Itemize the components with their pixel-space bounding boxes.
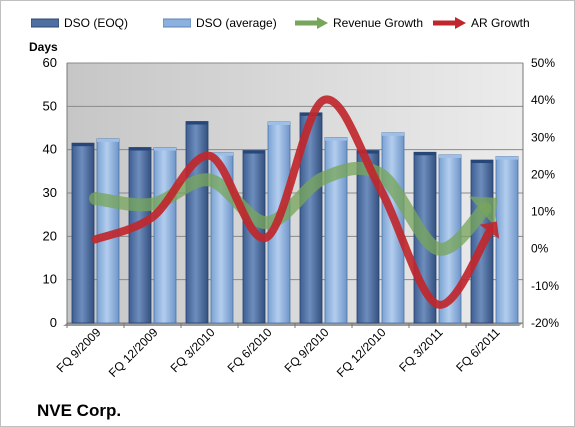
legend-label-dso-average: DSO (average) — [196, 16, 277, 30]
x-tick-label: FQ 6/2011 — [453, 325, 503, 375]
x-tick-label: FQ 3/2011 — [396, 325, 446, 375]
legend-label-revenue-growth: Revenue Growth — [333, 16, 424, 30]
legend-swatch-dso-eoq — [31, 18, 59, 28]
bar-cap — [129, 147, 151, 151]
legend-label-dso-eoq: DSO (EOQ) — [64, 16, 129, 30]
bar-cap — [211, 152, 233, 156]
y-tick-label-left: 60 — [43, 55, 57, 70]
y-tick-label-left: 0 — [50, 315, 57, 330]
legend-arrow-revenue-growth — [295, 17, 328, 29]
series-line-ar-growth — [91, 95, 495, 309]
bar-cap — [325, 137, 347, 141]
y-tick-label-right: -20% — [531, 316, 559, 330]
bar-cap — [439, 154, 461, 158]
x-tick-label: FQ 6/2010 — [225, 325, 275, 375]
bar-dso-eoq — [71, 142, 95, 324]
y-tick-label-right: -10% — [531, 279, 559, 293]
bar-cap — [382, 132, 404, 136]
x-tick-label: FQ 3/2010 — [168, 325, 218, 375]
y-tick-label-left: 40 — [43, 142, 57, 157]
legend-swatch-dso-average — [163, 18, 191, 28]
y-tick-label-right: 30% — [531, 130, 555, 144]
bar-cap — [154, 147, 176, 151]
x-tick-label: FQ 12/2009 — [106, 325, 161, 380]
legend-label-ar-growth: AR Growth — [471, 16, 530, 30]
y-tick-label-left: 50 — [43, 98, 57, 113]
y-tick-label-left: 10 — [43, 272, 57, 287]
chart-legend: DSO (EOQ) DSO (average) Revenue Growth A… — [1, 15, 574, 31]
y-tick-label-right: 50% — [531, 56, 555, 70]
bar-cap — [72, 143, 94, 147]
bar-cap — [243, 150, 265, 154]
y-tick-label-left: 20 — [43, 228, 57, 243]
y-axis-title: Days — [29, 40, 58, 54]
x-tick-label: FQ 12/2010 — [334, 325, 389, 380]
bar-cap — [357, 150, 379, 154]
series-arrowhead-revenue-growth — [469, 196, 498, 227]
bar-cap — [268, 121, 290, 125]
bar-cap — [186, 121, 208, 125]
y-tick-label-left: 30 — [43, 185, 57, 200]
bar-dso-eoq — [128, 147, 152, 324]
plot-floor — [63, 323, 523, 326]
bar-dso-average — [495, 156, 519, 324]
bar-cap — [496, 156, 518, 160]
bar-cap — [414, 152, 436, 156]
bar-dso-average — [153, 147, 177, 324]
y-tick-label-right: 40% — [531, 93, 555, 107]
bar-cap — [471, 160, 493, 164]
x-tick-label: FQ 9/2009 — [54, 325, 104, 375]
bar-dso-eoq — [185, 121, 209, 324]
legend-arrow-ar-growth — [433, 17, 466, 29]
chart-title: NVE Corp. — [37, 401, 122, 420]
series-arrowhead-ar-growth — [479, 221, 500, 239]
x-tick-label: FQ 9/2010 — [282, 325, 332, 375]
y-tick-label-right: 0% — [531, 242, 549, 256]
y-tick-label-right: 20% — [531, 167, 555, 181]
bar-cap — [97, 138, 119, 142]
y-tick-label-right: 10% — [531, 205, 555, 219]
